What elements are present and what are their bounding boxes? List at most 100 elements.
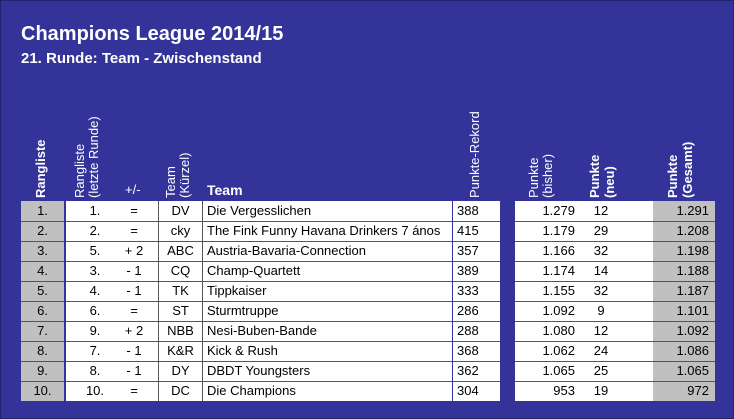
record-cell: 415 (457, 223, 479, 238)
team-name-cell: DBDT Youngsters (202, 361, 453, 381)
abbr-cell: DV (158, 201, 202, 221)
last-rank-cell: 6. (89, 303, 101, 318)
last-rank-cell: 3. (89, 263, 101, 278)
points-new-cell: 32 (593, 283, 609, 298)
header-rangliste-letzte: Rangliste (letzte Runde) (72, 116, 101, 198)
header-team-kuerzel-line1: Team (163, 166, 178, 198)
row-divider (21, 321, 64, 322)
points-new-cell: 12 (593, 323, 609, 338)
row-divider (21, 261, 64, 262)
change-cell: + 2 (124, 323, 144, 338)
row-divider (515, 301, 715, 302)
record-cell: 388 (457, 203, 479, 218)
team-name-cell: Sturmtruppe (202, 301, 453, 321)
team-name-cell: Champ-Quartett (202, 261, 453, 281)
row-divider (21, 241, 64, 242)
last-rank-cell: 7. (89, 343, 101, 358)
points-total-cell: 1.187 (676, 283, 709, 298)
points-before-cell: 1.179 (542, 223, 575, 238)
row-divider (66, 261, 452, 262)
team-name-cell: Austria-Bavaria-Connection (202, 241, 453, 261)
header-punkte-rekord: Punkte-Rekord (467, 111, 482, 198)
points-new-cell: 24 (593, 343, 609, 358)
points-before-cell: 953 (553, 383, 575, 398)
row-divider (453, 301, 500, 302)
row-divider (515, 281, 715, 282)
row-divider (453, 341, 500, 342)
points-new-cell: 14 (593, 263, 609, 278)
row-divider (66, 281, 452, 282)
points-before-cell: 1.155 (542, 283, 575, 298)
row-divider (453, 221, 500, 222)
team-name-cell: Kick & Rush (202, 341, 453, 361)
row-divider (453, 381, 500, 382)
team-name-cell: Tippkaiser (202, 281, 453, 301)
record-cell: 288 (457, 323, 479, 338)
points-before-cell: 1.065 (542, 363, 575, 378)
header-punkte-bisher-line2: (bisher) (540, 153, 555, 198)
record-cell: 333 (457, 283, 479, 298)
points-total-cell: 972 (687, 383, 709, 398)
abbr-cell: TK (158, 281, 202, 301)
record-cell: 368 (457, 343, 479, 358)
header-punkte-gesamt-line2: (Gesamt) (680, 141, 695, 198)
abbr-cell: ABC (158, 241, 202, 261)
header-punkte-neu-line1: Punkte (587, 154, 602, 198)
row-divider (453, 261, 500, 262)
header-rangliste-letzte-line1: Rangliste (72, 143, 87, 198)
rank-cell: 4. (37, 263, 48, 278)
change-cell: = (130, 303, 138, 318)
header-rangliste: Rangliste (33, 139, 48, 198)
rank-cell: 6. (37, 303, 48, 318)
team-name-cell: The Fink Funny Havana Drinkers 7 ános (202, 221, 453, 241)
points-new-cell: 19 (593, 383, 609, 398)
header-punkte-neu: Punkte (neu) (587, 155, 617, 198)
change-cell: - 1 (126, 363, 142, 378)
row-divider (453, 361, 500, 362)
points-total-cell: 1.092 (676, 323, 709, 338)
points-total-cell: 1.065 (676, 363, 709, 378)
rank-cell: 7. (37, 323, 48, 338)
points-before-cell: 1.279 (542, 203, 575, 218)
row-divider (453, 241, 500, 242)
points-new-cell: 25 (593, 363, 609, 378)
change-cell: = (130, 203, 138, 218)
abbr-cell: DY (158, 361, 202, 381)
row-divider (66, 381, 452, 382)
rank-cell: 9. (37, 363, 48, 378)
record-cell: 389 (457, 263, 479, 278)
row-divider (66, 221, 452, 222)
row-divider (515, 261, 715, 262)
change-cell: - 1 (126, 343, 142, 358)
header-punkte-bisher: Punkte (bisher) (526, 153, 555, 198)
points-before-cell: 1.174 (542, 263, 575, 278)
points-total-cell: 1.208 (676, 223, 709, 238)
last-rank-cell: 1. (89, 203, 101, 218)
last-rank-cell: 8. (89, 363, 101, 378)
header-team-kuerzel-line2: (Kürzel) (177, 152, 192, 198)
record-cell: 362 (457, 363, 479, 378)
header-change: +/- (125, 182, 141, 197)
row-divider (21, 361, 64, 362)
header-punkte-bisher-line1: Punkte (526, 157, 541, 198)
row-divider (21, 341, 64, 342)
row-divider (515, 381, 715, 382)
points-new-cell: 29 (593, 223, 609, 238)
abbr-cell: NBB (158, 321, 202, 341)
last-rank-cell: 4. (89, 283, 101, 298)
row-divider (66, 361, 452, 362)
row-divider (453, 281, 500, 282)
row-divider (515, 321, 715, 322)
points-new-cell: 9 (597, 303, 605, 318)
rank-cell: 2. (37, 223, 48, 238)
last-rank-cell: 9. (89, 323, 101, 338)
change-cell: + 2 (124, 243, 144, 258)
rank-cell: 8. (37, 343, 48, 358)
row-divider (515, 221, 715, 222)
row-divider (515, 361, 715, 362)
page-subtitle: 21. Runde: Team - Zwischenstand (21, 50, 262, 67)
header-rangliste-letzte-line2: (letzte Runde) (86, 116, 101, 198)
change-cell: = (130, 383, 138, 398)
abbr-cell: ST (158, 301, 202, 321)
